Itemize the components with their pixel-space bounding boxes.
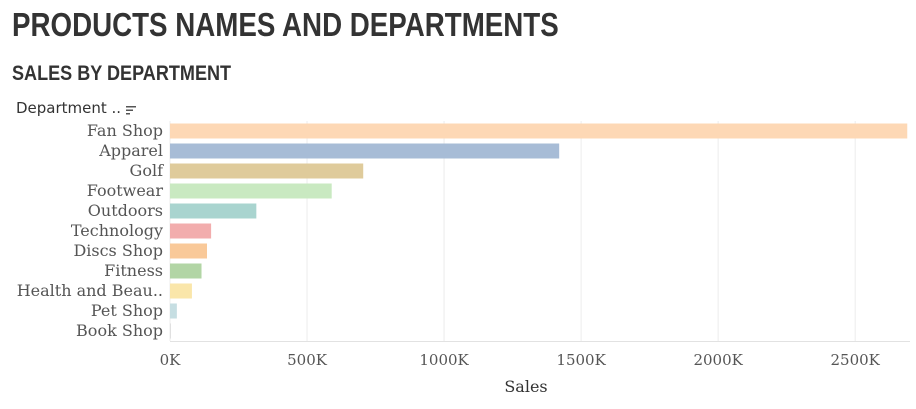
page-title: PRODUCTS NAMES AND DEPARTMENTS (12, 6, 559, 43)
x-tick-label: 2500K (830, 351, 880, 369)
bar (170, 223, 212, 239)
category-label: Technology (71, 221, 163, 240)
category-label: Health and Beau.. (17, 281, 163, 300)
x-tick-label: 1000K (419, 351, 469, 369)
bar (170, 323, 171, 339)
bar (170, 183, 332, 199)
category-label: Pet Shop (91, 301, 163, 320)
x-tick-label: 2000K (693, 351, 743, 369)
x-tick-label: 0K (160, 351, 182, 369)
department-column-header[interactable]: Department .. (16, 99, 137, 117)
category-label: Footwear (87, 181, 164, 200)
category-label: Outdoors (88, 201, 163, 220)
category-label: Golf (130, 161, 165, 180)
x-tick-label: 500K (287, 351, 328, 369)
category-label: Fitness (104, 261, 163, 280)
department-header-label: Department .. (16, 99, 122, 117)
bar (170, 163, 364, 179)
category-label: Apparel (98, 141, 163, 160)
chart-subtitle: SALES BY DEPARTMENT (12, 62, 232, 85)
category-label: Book Shop (76, 321, 163, 340)
bar (170, 283, 192, 299)
bar (170, 123, 908, 139)
bar (170, 143, 560, 159)
bar (170, 203, 257, 219)
bar (170, 303, 177, 319)
x-tick-label: 1500K (556, 351, 606, 369)
bar (170, 243, 207, 259)
sort-descending-icon[interactable] (125, 104, 137, 116)
bar (170, 263, 202, 279)
category-label: Fan Shop (87, 121, 163, 140)
x-axis-title: Sales (504, 377, 547, 396)
category-label: Discs Shop (73, 241, 163, 260)
